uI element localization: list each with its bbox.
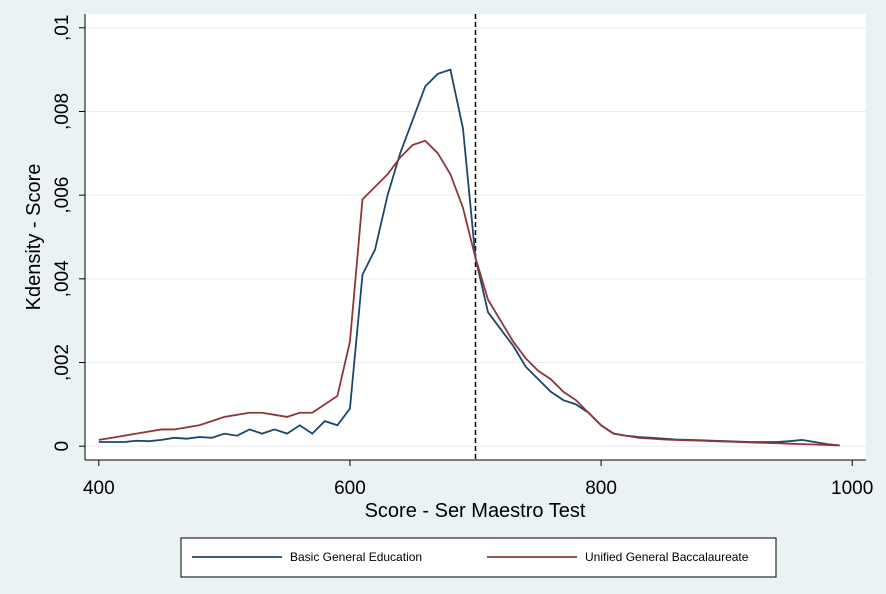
y-tick-label: ,01: [52, 15, 73, 41]
x-tick-label: 600: [334, 478, 366, 499]
y-tick-label: 0: [52, 441, 73, 452]
x-tick-label: 800: [585, 478, 617, 499]
y-tick-label: ,008: [52, 93, 73, 130]
y-tick-label: ,006: [52, 177, 73, 214]
y-tick-label: ,002: [52, 344, 73, 381]
x-axis-title: Score - Ser Maestro Test: [365, 500, 586, 522]
legend-label: Basic General Education: [290, 550, 422, 564]
y-axis-title: Kdensity - Score: [23, 164, 45, 311]
y-tick-label: ,004: [52, 260, 73, 297]
series-line: [98, 139, 840, 447]
x-tick-label: 400: [83, 478, 115, 499]
legend-label: Unified General Baccalaureate: [585, 550, 749, 564]
x-tick-label: 1000: [831, 478, 873, 499]
